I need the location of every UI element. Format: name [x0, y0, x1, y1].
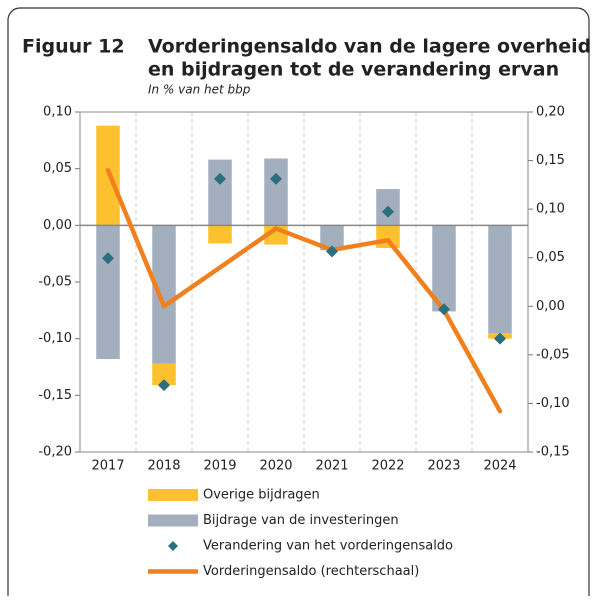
bar — [152, 225, 176, 364]
title-line: Vorderingensaldo van de lagere overheid — [148, 36, 591, 58]
y2-tick-label: 0,00 — [536, 299, 565, 314]
marker — [326, 245, 338, 258]
bar — [208, 159, 232, 226]
bar — [96, 225, 120, 360]
marker — [214, 172, 226, 185]
marker — [158, 379, 170, 392]
x-tick-label: 2018 — [147, 459, 180, 474]
x-tick-label: 2021 — [315, 459, 348, 474]
bar — [208, 225, 232, 244]
legend-swatch — [148, 514, 198, 527]
x-tick-label: 2023 — [427, 459, 460, 474]
line — [105, 168, 503, 414]
bar — [152, 363, 176, 386]
y2-tick-label: 0,20 — [536, 105, 565, 120]
legend-label: Verandering van het vorderingensaldo — [203, 539, 453, 554]
y-tick-label: -0,15 — [38, 388, 72, 403]
bar — [264, 158, 288, 226]
y-tick-label: -0,10 — [38, 331, 72, 346]
legend-label: Bijdrage van de investeringen — [203, 513, 399, 528]
y2-tick-label: -0,15 — [536, 445, 570, 460]
marker — [102, 252, 114, 265]
y-tick-label: -0,05 — [38, 275, 72, 290]
bar — [376, 225, 400, 248]
y-tick-label: 0,00 — [43, 218, 72, 233]
x-tick-label: 2024 — [483, 459, 516, 474]
title-line: en bijdragen tot de verandering ervan — [148, 59, 559, 81]
bar — [320, 225, 344, 251]
y2-tick-label: 0,05 — [536, 250, 565, 265]
x-tick-label: 2022 — [371, 459, 404, 474]
figure-label: Figuur 12 — [22, 36, 125, 58]
marker — [494, 332, 506, 345]
y2-tick-label: -0,05 — [536, 347, 570, 362]
x-tick-label: 2017 — [91, 459, 124, 474]
legend-label: Overige bijdragen — [203, 488, 320, 503]
x-tick-label: 2019 — [203, 459, 236, 474]
legend-swatch — [168, 541, 178, 551]
bar — [432, 225, 456, 312]
y-tick-label: 0,05 — [43, 161, 72, 176]
marker — [270, 172, 282, 185]
legend-label: Vorderingensaldo (rechterschaal) — [203, 564, 419, 579]
bar — [488, 225, 512, 333]
x-tick-label: 2020 — [259, 459, 292, 474]
marker — [438, 303, 450, 316]
subtitle: In % van het bbp — [148, 83, 251, 97]
y-tick-label: 0,10 — [43, 105, 72, 120]
plot-border — [79, 111, 529, 453]
y2-tick-label: 0,10 — [536, 202, 565, 217]
y2-tick-label: 0,15 — [536, 153, 565, 168]
y-tick-label: -0,20 — [38, 445, 72, 460]
y2-tick-label: -0,10 — [536, 396, 570, 411]
legend-swatch — [148, 489, 198, 501]
marker — [382, 205, 394, 218]
